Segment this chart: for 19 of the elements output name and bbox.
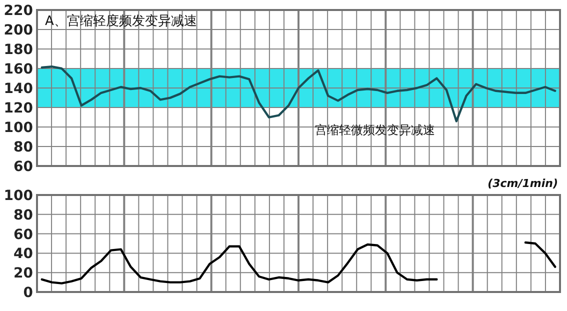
y-tick-label: 80 (14, 207, 34, 224)
y-tick-label: 180 (4, 42, 34, 58)
annotation: 宫缩轻微频发变异减速 (315, 123, 435, 137)
y-tick-label: 160 (4, 62, 34, 78)
y-tick-label: 0 (23, 285, 34, 301)
y-tick-label: 20 (14, 266, 34, 282)
y-tick-label: 100 (4, 188, 34, 204)
y-tick-label: 80 (14, 140, 34, 156)
text: (3cm/1min) (488, 177, 558, 190)
y-tick-label: 60 (14, 159, 34, 175)
y-tick-label: 120 (4, 100, 34, 116)
y-tick-label: 100 (4, 120, 34, 136)
chart-title: A、宫缩轻度频发变异减速 (45, 13, 197, 29)
y-tick-label: 220 (4, 3, 34, 19)
y-tick-label: 60 (14, 226, 34, 243)
line-series (40, 66, 556, 122)
y-tick-label: 40 (14, 246, 34, 262)
y-tick-label: 140 (4, 81, 34, 97)
y-tick-label: 200 (4, 22, 34, 38)
